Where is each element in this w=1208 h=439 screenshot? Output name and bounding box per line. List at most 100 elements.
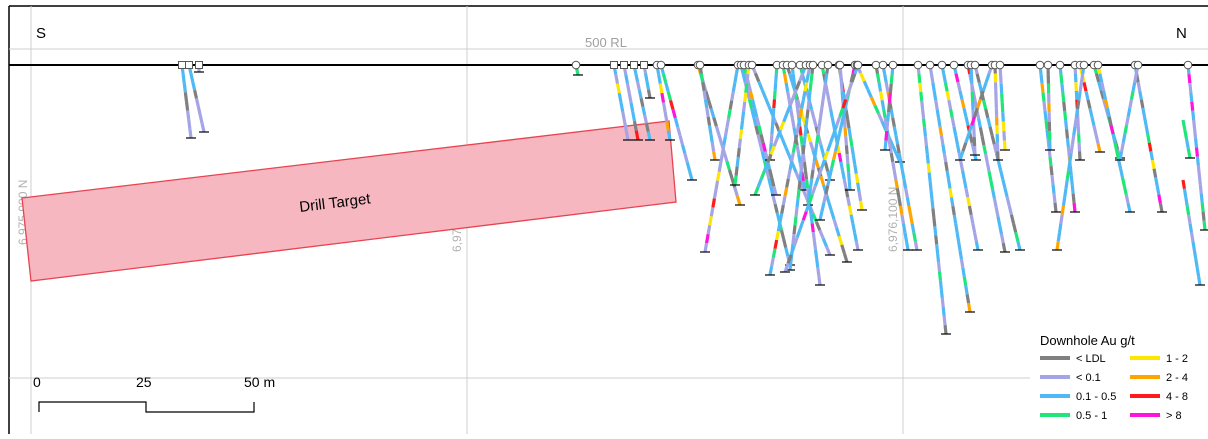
hole-interval [861,73,865,81]
hole-interval [826,74,827,83]
hole-interval [775,82,776,91]
hole-interval [855,232,857,241]
hole-interval [893,162,895,171]
collar-marker [611,62,618,69]
hole-interval [947,171,948,180]
hole-interval [933,83,934,92]
hole-interval [849,206,851,215]
hole-interval [735,74,737,83]
hole-interval [1090,109,1092,118]
hole-interval [945,325,946,334]
hole-interval [1062,206,1063,215]
hole-interval [739,139,740,148]
hole-interval [821,109,822,118]
hole-interval [797,199,798,208]
scale-bar: 0 25 50 m [33,374,275,412]
hole-interval [1057,241,1058,250]
hole-interval [714,151,715,160]
hole-interval [778,223,780,232]
hole-interval [823,91,824,100]
hole-interval [919,74,920,83]
hole-interval [745,93,746,102]
hole-interval [619,93,621,102]
hole-interval [1127,117,1129,126]
hole-interval [1186,198,1187,207]
hole-interval [753,100,755,109]
hole-interval [811,74,812,83]
hole-interval [966,117,968,126]
hole-interval [1052,175,1053,184]
hole-interval [1122,177,1124,186]
hole-interval [1063,197,1064,206]
hole-interval [1196,259,1197,268]
hole-interval [899,153,901,162]
hole-interval [825,151,828,160]
collar-marker [1036,61,1044,69]
hole-interval [1003,112,1004,121]
hole-interval [711,134,712,143]
hole-interval [969,206,971,215]
hole-interval [798,118,800,127]
hole-interval [832,118,834,127]
hole-interval [834,151,836,160]
hole-interval [1018,241,1020,250]
hole-interval [1043,93,1044,102]
hole-interval [1126,195,1128,204]
hole-interval [790,261,791,270]
drill-hole [730,65,749,185]
hole-interval [899,197,901,206]
hole-interval [902,215,904,224]
hole-interval [921,92,922,101]
hole-interval [707,108,708,117]
hole-interval [812,170,813,179]
drill-hole [182,65,196,138]
hole-interval [944,153,945,162]
hole-interval [825,162,827,171]
hole-interval [816,250,817,259]
collar-marker [641,62,648,69]
hole-interval [730,101,732,110]
hole-interval [772,125,773,134]
hole-interval [831,109,833,118]
hole-interval [1189,215,1190,224]
hole-interval [871,97,875,105]
hole-interval [1000,225,1002,234]
hole-interval [188,111,189,120]
collar-marker [1044,61,1052,69]
hole-interval [841,83,842,92]
hole-interval [931,191,932,200]
hole-interval [1157,186,1159,195]
hole-interval [831,211,834,220]
hole-interval [820,211,822,220]
hole-interval [951,197,952,206]
hole-interval [808,134,811,143]
hole-interval [798,109,799,118]
hole-interval [1203,212,1204,221]
hole-interval [193,82,195,90]
hole-interval [952,118,954,127]
collar-marker [854,61,862,69]
hole-interval [990,127,992,136]
hole-interval [887,122,888,131]
hole-interval [724,153,727,162]
hole-interval [817,259,818,268]
hole-interval [1002,93,1003,102]
hole-interval [1071,144,1072,153]
hole-interval [665,112,667,121]
drill-hole [1115,65,1138,160]
hole-interval [882,100,884,109]
hole-interval [1109,117,1111,126]
hole-interval [889,103,890,112]
hole-interval [773,117,774,126]
hole-interval [1160,203,1162,212]
hole-interval [819,118,820,127]
hole-interval [846,136,847,145]
hole-interval [714,118,717,127]
hole-interval [815,177,818,186]
hole-interval [1003,122,1004,131]
drill-hole [644,65,655,98]
hole-interval [886,131,887,140]
hole-interval [708,117,709,126]
hole-interval [787,106,790,114]
